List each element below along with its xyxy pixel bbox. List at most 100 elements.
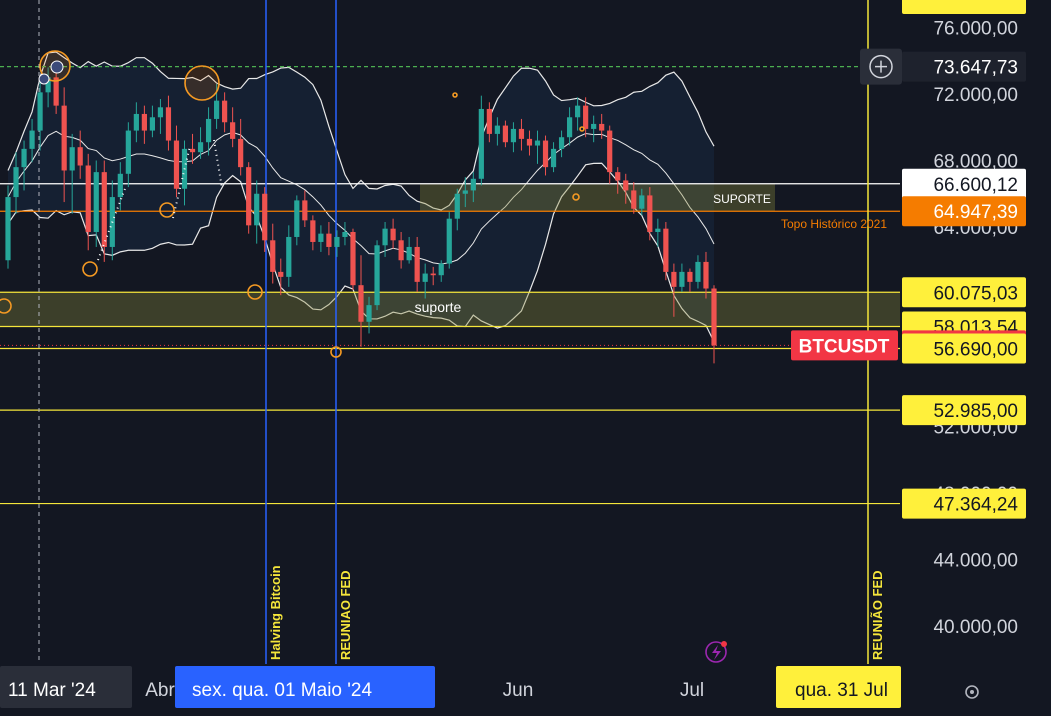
price-tick-label: 72.000,00: [933, 85, 1018, 106]
candle-body: [382, 228, 388, 246]
candle-body: [470, 178, 476, 191]
event-label: Halving Bitcoin: [268, 565, 283, 660]
price-badge: [902, 196, 1026, 227]
lightning-icon[interactable]: [705, 641, 727, 663]
marker-dot: [38, 73, 50, 85]
candle-body: [446, 218, 452, 264]
candle-body: [310, 220, 316, 242]
candle-body: [358, 285, 364, 322]
price-badge-label: 56.690,00: [933, 340, 1018, 361]
candle-body: [101, 172, 107, 247]
candle-body: [45, 77, 51, 93]
marker-circle: [330, 346, 342, 358]
candle-body: [510, 128, 517, 143]
candle-body: [599, 123, 605, 131]
time-badge: [776, 666, 901, 708]
time-axis[interactable]: Abr Jun Jul 11 Mar '24 sex. qua. 01 Maio '24…: [0, 664, 1051, 716]
candle-body: [583, 105, 589, 129]
price-badge: [902, 277, 1026, 308]
candle-body: [326, 233, 332, 247]
candle-body: [414, 246, 420, 282]
candle-body: [213, 100, 220, 119]
dotted-path: [97, 185, 127, 261]
candle-body: [13, 167, 19, 198]
candle-body: [246, 167, 252, 226]
price-badge-top: [902, 0, 1026, 14]
candle-body: [518, 128, 525, 139]
candle-body: [591, 123, 597, 129]
candle-body: [230, 122, 236, 139]
horizontal-levels: [0, 0, 900, 664]
time-tick-label: Abr: [145, 680, 175, 701]
candle-body: [334, 236, 340, 247]
candle-body: [615, 172, 621, 181]
candle-body: [374, 245, 380, 306]
marker-dot: [50, 60, 64, 74]
price-badge: [902, 168, 1026, 199]
price-axis[interactable]: 76.000,0072.000,0068.000,0064.000,0052.0…: [900, 0, 1051, 664]
candle-body: [302, 200, 308, 221]
candle-body: [165, 107, 172, 141]
candle-body: [173, 140, 180, 189]
candle-body: [454, 193, 460, 219]
candle-body: [77, 147, 83, 166]
lightning-bolt: [712, 645, 721, 660]
price-tick-label: 44.000,00: [933, 551, 1018, 572]
candle-body: [157, 107, 164, 118]
candle-body: [69, 147, 75, 171]
marker-circle: [0, 298, 12, 314]
candle-body: [390, 228, 396, 241]
candle-body: [655, 228, 661, 232]
candle-body: [422, 273, 428, 282]
price-badge: [902, 488, 1026, 519]
support-zone: [420, 183, 775, 212]
candle-body: [93, 172, 99, 232]
candle-body: [575, 105, 581, 118]
middle-band: [7, 130, 715, 265]
event-label: REUNIAO FED: [338, 570, 353, 660]
candle-body: [342, 231, 348, 237]
marker-circle: [82, 261, 98, 277]
candle-body: [21, 148, 27, 168]
annotation-suporte-upper: SUPORTE: [713, 192, 771, 206]
price-tick-label: 68.000,00: [933, 152, 1018, 173]
symbol-badge-label: BTCUSDT: [799, 336, 890, 357]
time-badge: [175, 666, 435, 708]
candle-body: [141, 113, 147, 131]
marker-circle: [572, 193, 580, 201]
candle-body: [366, 305, 372, 322]
candle-body: [430, 273, 436, 276]
time-badge-label: sex. qua. 01 Maio '24: [192, 680, 372, 701]
time-tick-label: Jul: [680, 680, 704, 701]
marker-circle: [579, 126, 585, 132]
bollinger-bands: [7, 51, 715, 343]
candle-body: [29, 130, 35, 149]
candle-body: [558, 137, 565, 149]
candle-body: [711, 288, 717, 346]
marker-circle: [159, 202, 175, 218]
settings-icon[interactable]: [965, 685, 979, 699]
candle-body: [294, 200, 300, 237]
candle-body: [494, 125, 500, 134]
candle-body: [438, 263, 444, 276]
symbol-badge: [791, 330, 898, 361]
chart-ui[interactable]: BTCUSDT: [705, 48, 902, 663]
price-badge-label: 52.985,00: [933, 401, 1018, 422]
candle-body: [53, 77, 59, 106]
candle-body: [125, 130, 131, 174]
candle-body: [534, 140, 541, 146]
candle-body: [117, 173, 123, 198]
candle-body: [133, 113, 139, 131]
candle-body: [478, 108, 484, 179]
candle-body: [205, 118, 212, 143]
candle-body: [703, 261, 709, 289]
candle-body: [5, 197, 11, 261]
candle-body: [542, 140, 549, 168]
price-badge-label: 66.600,12: [933, 175, 1018, 196]
candle-body: [647, 195, 653, 232]
candle-body: [278, 271, 284, 277]
support-zones: [0, 183, 900, 327]
candle-body: [663, 228, 669, 272]
candle-body: [671, 271, 677, 287]
